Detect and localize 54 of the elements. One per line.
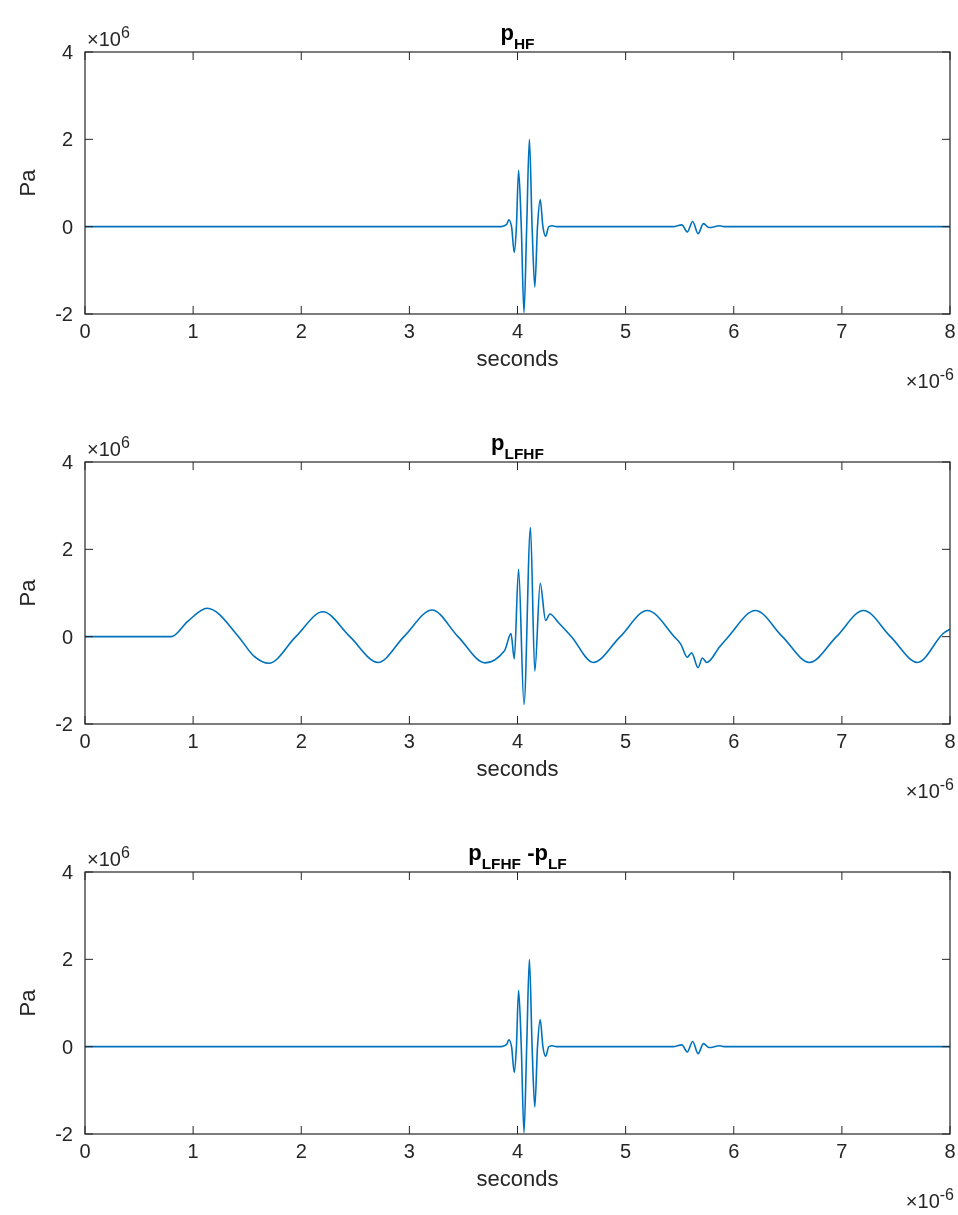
x-tick-label: 1: [187, 730, 199, 752]
x-tick-label: 2: [295, 730, 307, 752]
x-tick-label: 3: [403, 1140, 415, 1162]
x-tick-label: 5: [620, 730, 632, 752]
y-tick-label: 0: [61, 215, 73, 238]
x-tick-label: 8: [944, 320, 956, 342]
y-tick-label: 4: [61, 861, 73, 883]
x-tick-label: 4: [511, 1140, 524, 1162]
y-tick-label: 2: [61, 948, 73, 971]
x-tick-label: 7: [836, 1140, 848, 1162]
x-tick-label: 8: [944, 1140, 956, 1162]
x-tick-label: 4: [511, 730, 524, 752]
y-axis-title: Pa: [15, 168, 40, 197]
text: ×10$^{-6}$: [905, 775, 955, 802]
chart-title: p$_{HF}$: [500, 20, 535, 52]
y-axis-title: Pa: [15, 988, 40, 1017]
x-tick-label: 7: [836, 320, 848, 342]
y-tick-label: 0: [61, 1035, 73, 1058]
y-tick-label: 2: [61, 538, 73, 561]
x-tick-label: 3: [403, 730, 415, 752]
x-tick-label: 5: [620, 320, 632, 342]
y-tick-label: 2: [61, 128, 73, 151]
x-tick-label: 8: [944, 730, 956, 752]
x-tick-label: 1: [187, 320, 199, 342]
x-tick-label: 0: [79, 730, 91, 752]
x-axis-title: seconds: [476, 1166, 559, 1191]
chart-title: p$_{LFHF}$: [491, 430, 544, 462]
text: ×10$^{-6}$: [905, 1185, 955, 1212]
x-tick-label: 6: [728, 730, 740, 752]
x-tick-label: 2: [295, 320, 307, 342]
y-tick-label: 0: [61, 625, 73, 648]
x-tick-label: 4: [511, 320, 524, 342]
x-axis-title: seconds: [476, 756, 559, 781]
x-tick-label: 0: [79, 1140, 91, 1162]
x-tick-label: 3: [403, 320, 415, 342]
y-tick-label: -2: [55, 1123, 73, 1145]
x-tick-label: 2: [295, 1140, 307, 1162]
text: ×10$^{6}$: [87, 843, 130, 870]
x-tick-label: 0: [79, 320, 91, 342]
x-tick-label: 1: [187, 1140, 199, 1162]
y-tick-label: 4: [61, 41, 73, 63]
y-axis-title: Pa: [15, 578, 40, 607]
x-tick-label: 6: [728, 320, 740, 342]
chart-title: p$_{LFHF}$ -p$_{LF}$: [468, 840, 567, 872]
y-tick-label: -2: [55, 303, 73, 325]
y-tick-label: -2: [55, 713, 73, 735]
x-tick-label: 7: [836, 730, 848, 752]
x-axis-title: seconds: [476, 346, 559, 371]
y-tick-label: 4: [61, 451, 73, 473]
text: ×10$^{6}$: [87, 433, 130, 460]
x-tick-label: 5: [620, 1140, 632, 1162]
text: ×10$^{-6}$: [905, 365, 955, 392]
text: ×10$^{6}$: [87, 23, 130, 50]
x-tick-label: 6: [728, 1140, 740, 1162]
